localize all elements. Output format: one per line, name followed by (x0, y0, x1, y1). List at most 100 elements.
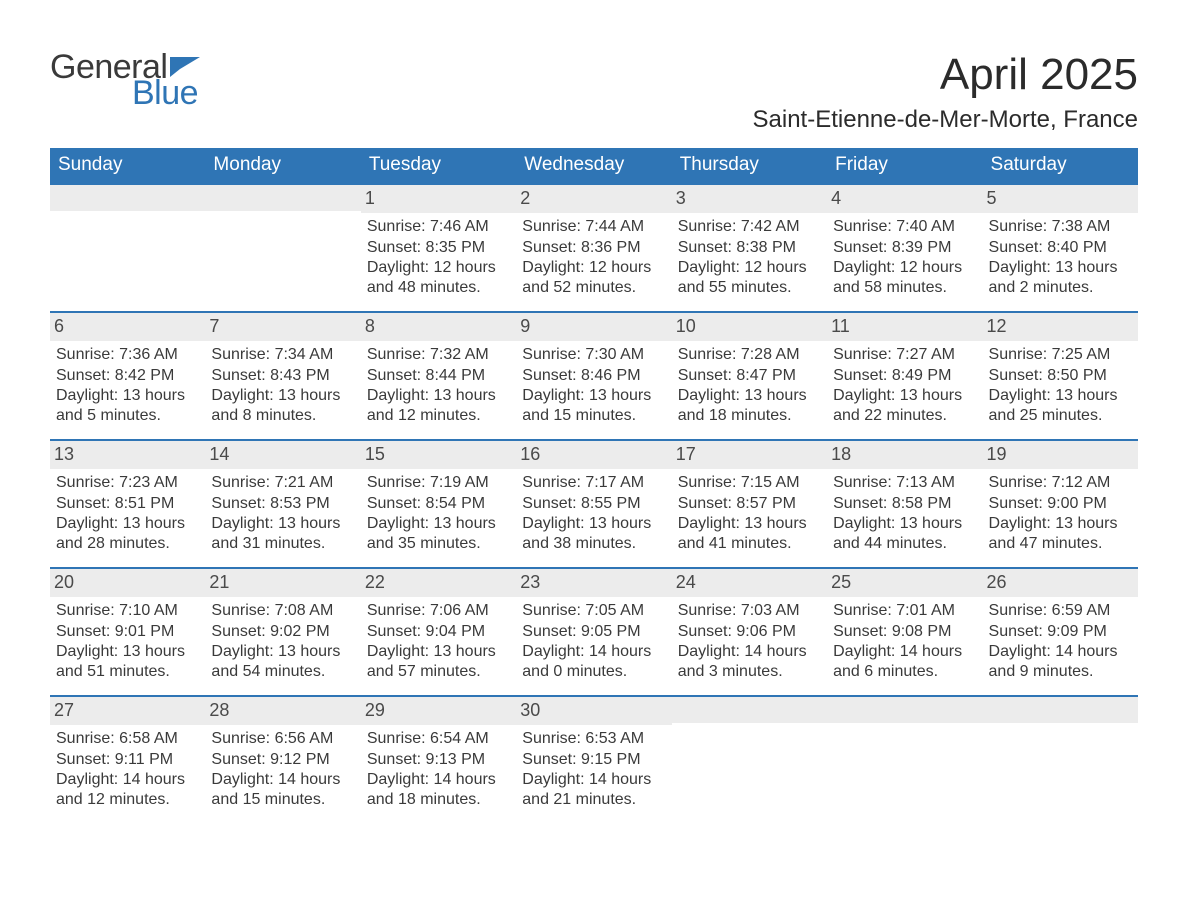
dl2-text: and 9 minutes. (989, 662, 1132, 682)
dl1-text: Daylight: 13 hours (56, 514, 199, 534)
dl2-text: and 47 minutes. (989, 534, 1132, 554)
day-number: 7 (205, 313, 360, 341)
dl2-text: and 15 minutes. (211, 790, 354, 810)
dl2-text: and 25 minutes. (989, 406, 1132, 426)
dl2-text: and 6 minutes. (833, 662, 976, 682)
dl2-text: and 38 minutes. (522, 534, 665, 554)
sunset-text: Sunset: 9:06 PM (678, 622, 821, 642)
dl1-text: Daylight: 14 hours (367, 770, 510, 790)
day-cell: 26Sunrise: 6:59 AMSunset: 9:09 PMDayligh… (983, 569, 1138, 695)
day-number: 28 (205, 697, 360, 725)
dl1-text: Daylight: 13 hours (522, 386, 665, 406)
sunset-text: Sunset: 8:53 PM (211, 494, 354, 514)
day-cell: 12Sunrise: 7:25 AMSunset: 8:50 PMDayligh… (983, 313, 1138, 439)
dl2-text: and 22 minutes. (833, 406, 976, 426)
sunset-text: Sunset: 8:58 PM (833, 494, 976, 514)
week-row: 13Sunrise: 7:23 AMSunset: 8:51 PMDayligh… (50, 439, 1138, 567)
day-number: 11 (827, 313, 982, 341)
dl1-text: Daylight: 13 hours (211, 514, 354, 534)
day-of-week-cell: Tuesday (361, 148, 516, 183)
dl1-text: Daylight: 13 hours (833, 386, 976, 406)
sunset-text: Sunset: 8:57 PM (678, 494, 821, 514)
day-of-week-cell: Wednesday (516, 148, 671, 183)
day-number: 8 (361, 313, 516, 341)
sunset-text: Sunset: 8:40 PM (989, 238, 1132, 258)
day-cell: 11Sunrise: 7:27 AMSunset: 8:49 PMDayligh… (827, 313, 982, 439)
day-number: 17 (672, 441, 827, 469)
sunrise-text: Sunrise: 7:06 AM (367, 601, 510, 621)
sunset-text: Sunset: 9:09 PM (989, 622, 1132, 642)
day-cell: 8Sunrise: 7:32 AMSunset: 8:44 PMDaylight… (361, 313, 516, 439)
sunrise-text: Sunrise: 7:05 AM (522, 601, 665, 621)
dl2-text: and 48 minutes. (367, 278, 510, 298)
dl2-text: and 54 minutes. (211, 662, 354, 682)
day-cell: 17Sunrise: 7:15 AMSunset: 8:57 PMDayligh… (672, 441, 827, 567)
day-of-week-cell: Friday (827, 148, 982, 183)
sunset-text: Sunset: 9:12 PM (211, 750, 354, 770)
dl2-text: and 31 minutes. (211, 534, 354, 554)
logo-blue-text: Blue (132, 76, 200, 110)
day-number: 30 (516, 697, 671, 725)
day-cell: 9Sunrise: 7:30 AMSunset: 8:46 PMDaylight… (516, 313, 671, 439)
day-number: 24 (672, 569, 827, 597)
day-number: 21 (205, 569, 360, 597)
sunrise-text: Sunrise: 7:03 AM (678, 601, 821, 621)
sunrise-text: Sunrise: 7:27 AM (833, 345, 976, 365)
day-number: 2 (516, 185, 671, 213)
dl2-text: and 57 minutes. (367, 662, 510, 682)
dl2-text: and 12 minutes. (367, 406, 510, 426)
sunset-text: Sunset: 8:51 PM (56, 494, 199, 514)
sunset-text: Sunset: 9:05 PM (522, 622, 665, 642)
sunset-text: Sunset: 8:44 PM (367, 366, 510, 386)
day-number: 15 (361, 441, 516, 469)
dl2-text: and 18 minutes. (678, 406, 821, 426)
dl1-text: Daylight: 13 hours (678, 386, 821, 406)
day-cell: 13Sunrise: 7:23 AMSunset: 8:51 PMDayligh… (50, 441, 205, 567)
day-number: 29 (361, 697, 516, 725)
week-row: 1Sunrise: 7:46 AMSunset: 8:35 PMDaylight… (50, 183, 1138, 311)
day-cell (205, 185, 360, 311)
day-number: 14 (205, 441, 360, 469)
dl1-text: Daylight: 13 hours (367, 386, 510, 406)
day-number: 5 (983, 185, 1138, 213)
day-number: 4 (827, 185, 982, 213)
day-cell: 15Sunrise: 7:19 AMSunset: 8:54 PMDayligh… (361, 441, 516, 567)
day-number: 18 (827, 441, 982, 469)
day-cell (50, 185, 205, 311)
page-subtitle: Saint-Etienne-de-Mer-Morte, France (753, 106, 1138, 134)
day-number (205, 185, 360, 211)
dl2-text: and 3 minutes. (678, 662, 821, 682)
sunrise-text: Sunrise: 7:10 AM (56, 601, 199, 621)
dl1-text: Daylight: 14 hours (56, 770, 199, 790)
sunrise-text: Sunrise: 7:01 AM (833, 601, 976, 621)
dl1-text: Daylight: 13 hours (211, 642, 354, 662)
dl2-text: and 35 minutes. (367, 534, 510, 554)
day-number (50, 185, 205, 211)
calendar: SundayMondayTuesdayWednesdayThursdayFrid… (50, 148, 1138, 823)
day-number (983, 697, 1138, 723)
dl1-text: Daylight: 13 hours (989, 514, 1132, 534)
sunset-text: Sunset: 9:13 PM (367, 750, 510, 770)
day-number: 27 (50, 697, 205, 725)
day-cell: 18Sunrise: 7:13 AMSunset: 8:58 PMDayligh… (827, 441, 982, 567)
day-number: 9 (516, 313, 671, 341)
day-cell: 30Sunrise: 6:53 AMSunset: 9:15 PMDayligh… (516, 697, 671, 823)
dl1-text: Daylight: 12 hours (833, 258, 976, 278)
day-number: 19 (983, 441, 1138, 469)
dl2-text: and 12 minutes. (56, 790, 199, 810)
sunrise-text: Sunrise: 7:36 AM (56, 345, 199, 365)
day-cell: 25Sunrise: 7:01 AMSunset: 9:08 PMDayligh… (827, 569, 982, 695)
sunrise-text: Sunrise: 6:56 AM (211, 729, 354, 749)
day-of-week-cell: Sunday (50, 148, 205, 183)
day-cell: 14 Sunrise: 7:21 AMSunset: 8:53 PMDayligh… (205, 441, 360, 567)
day-of-week-cell: Saturday (983, 148, 1138, 183)
week-row: 6Sunrise: 7:36 AMSunset: 8:42 PMDaylight… (50, 311, 1138, 439)
sunrise-text: Sunrise: 6:58 AM (56, 729, 199, 749)
sunrise-text: Sunrise: 7:21 AM (211, 473, 354, 493)
day-cell: 3Sunrise: 7:42 AMSunset: 8:38 PMDaylight… (672, 185, 827, 311)
dl2-text: and 18 minutes. (367, 790, 510, 810)
sunrise-text: Sunrise: 7:08 AM (211, 601, 354, 621)
sunrise-text: Sunrise: 7:19 AM (367, 473, 510, 493)
sunset-text: Sunset: 9:08 PM (833, 622, 976, 642)
dl1-text: Daylight: 14 hours (522, 642, 665, 662)
